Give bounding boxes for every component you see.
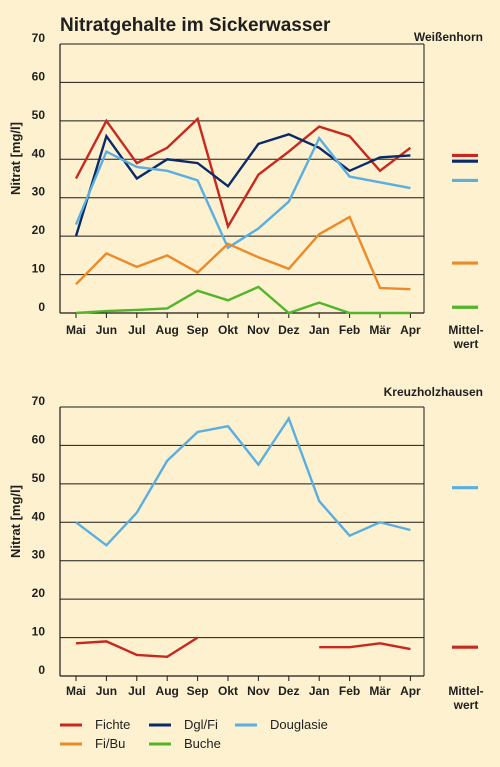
x-tick-label: Jul [128,684,145,698]
series-line-fichte [74,116,412,230]
site-label: Weißenhorn [414,30,483,44]
mean-label-line: wert [453,337,479,351]
x-tick-label: Dez [278,684,299,698]
x-tick-label: Mai [66,684,86,698]
x-tick-label: Sep [187,323,209,337]
mean-label-line: Mittel- [448,684,483,698]
legend-label: Fichte [95,717,130,732]
legend-label: Fi/Bu [95,736,125,751]
y-tick-label: 60 [32,432,46,446]
legend-item: Dgl/Fi [149,717,218,732]
y-tick-label: 30 [32,185,46,199]
series-line-douglasie [74,135,411,250]
y-tick-label: 70 [32,394,46,408]
chart-panels: Weißenhorn Nitrat [mg/l] 70 60 50 40 30 20 10 0 Ma… [8,30,484,712]
x-tick-label: Aug [156,684,179,698]
y-axis-label: Nitrat [mg/l] [8,122,23,195]
series-line-fichte [75,636,411,659]
y-tick-label: 10 [32,625,46,639]
chart-panel-2: Kreuzholzhausen Nitrat [mg/l] 70 60 50 40 30 20… [8,385,484,712]
x-tick-label: Feb [339,323,360,337]
x-tick-label: Jul [128,323,145,337]
mean-label-line: Mittel- [448,323,483,337]
x-tick-label: Apr [400,684,421,698]
y-tick-label: 30 [32,548,46,562]
mean-label-line: wert [453,698,479,712]
series-line-fibu [75,215,411,291]
x-tick-label: Jun [96,323,117,337]
x-tick-label: Nov [247,323,270,337]
legend-label: Douglasie [270,717,328,732]
y-tick-label: 50 [32,108,46,122]
x-tick-label: Jun [96,684,117,698]
y-tick-label: 0 [38,663,45,677]
legend-label: Buche [184,736,221,751]
site-label: Kreuzholzhausen [384,385,483,399]
legend-item: Fichte [60,717,130,732]
x-tick-label: Dez [278,323,299,337]
x-tick-label: Feb [339,684,360,698]
y-tick-label: 0 [38,300,45,314]
y-tick-label: 20 [32,223,46,237]
x-tick-label: Mai [66,323,86,337]
mean-label: Mittel-wert [448,684,483,712]
y-tick-label: 40 [32,509,46,523]
x-tick-label: Mär [369,684,391,698]
y-tick-label: 60 [32,69,46,83]
x-tick-label: Sep [187,684,209,698]
chart-panel-1: Weißenhorn Nitrat [mg/l] 70 60 50 40 30 20 10 0 Ma… [8,30,484,351]
y-tick-label: 40 [32,146,46,160]
legend-item: Buche [149,736,221,751]
x-tick-label: Jan [309,684,330,698]
legend: Fichte Dgl/Fi Douglasie Fi/Bu Buche [60,717,328,751]
x-tick-label: Okt [218,323,238,337]
y-tick-label: 20 [32,586,46,600]
series-line-douglasie [75,415,411,547]
x-tick-label: Nov [247,684,270,698]
x-tick-label: Aug [156,323,179,337]
mean-label: Mittel-wert [448,323,483,351]
x-tick-label: Apr [400,323,421,337]
y-tick-label: 10 [32,262,46,276]
legend-label: Dgl/Fi [184,717,218,732]
legend-item: Fi/Bu [60,736,125,751]
chart-title: Nitratgehalte im Sickerwasser [60,15,331,36]
y-axis-label: Nitrat [mg/l] [8,485,23,558]
series-line-dglfi [74,133,411,237]
y-tick-label: 70 [32,31,46,45]
x-tick-label: Okt [218,684,238,698]
series-line-buche [75,285,411,315]
x-tick-label: Mär [369,323,391,337]
x-tick-label: Jan [309,323,330,337]
y-tick-label: 50 [32,471,46,485]
legend-item: Douglasie [235,717,328,732]
